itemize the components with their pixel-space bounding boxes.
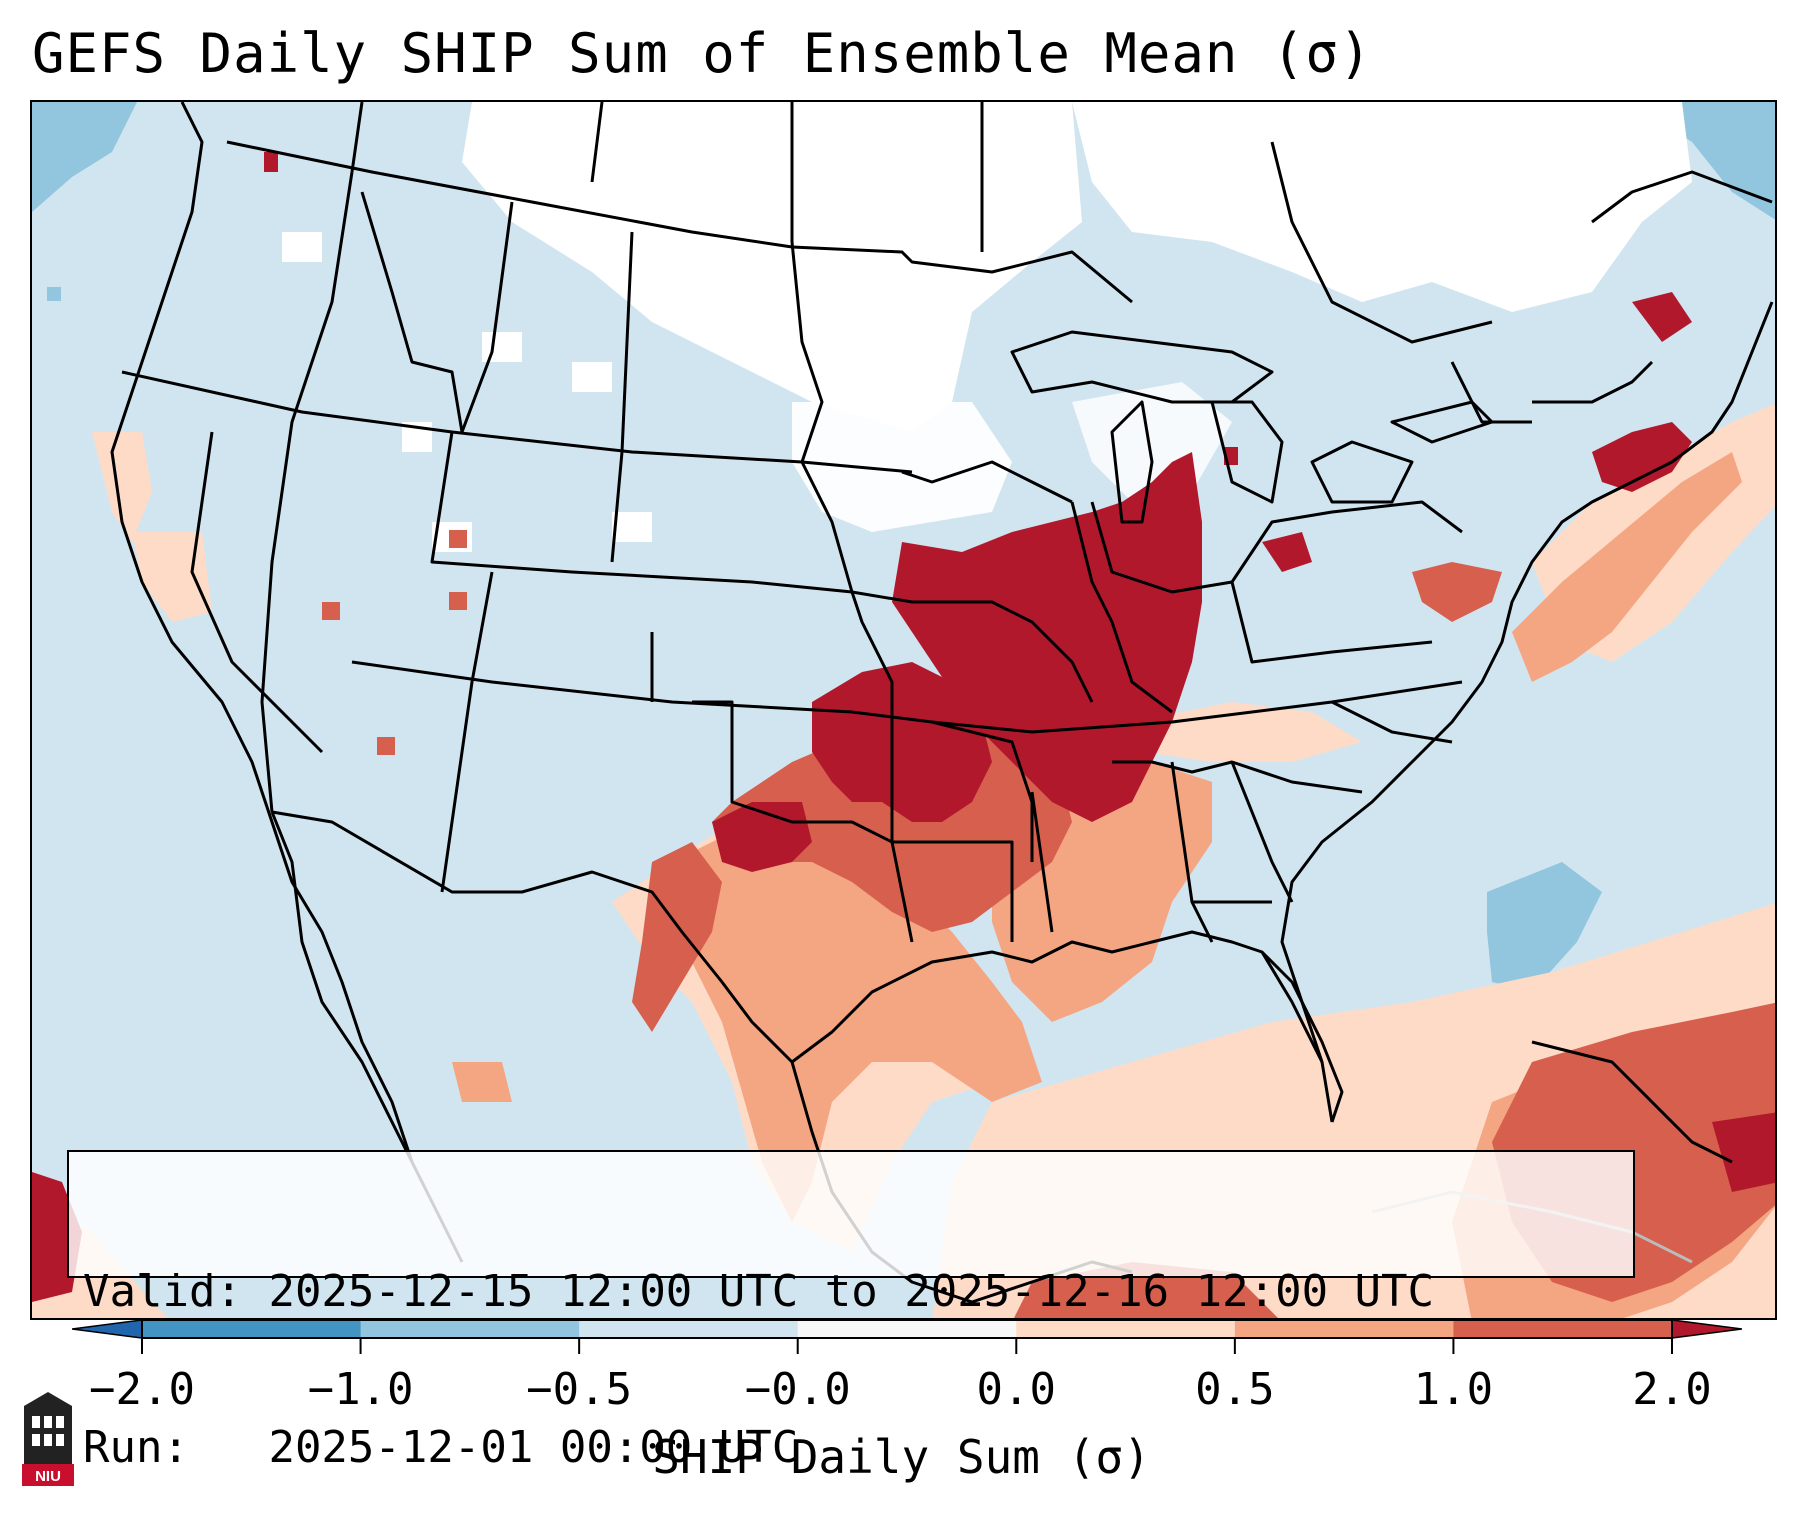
colorbar-label: SHIP Daily Sum (σ) xyxy=(652,1430,1151,1484)
svg-text:NIU: NIU xyxy=(35,1468,61,1485)
valid-line: Valid: 2025-12-15 12:00 UTC to 2025-12-1… xyxy=(83,1266,1633,1318)
valid-label: Valid: xyxy=(83,1266,242,1317)
run-value: 2025-12-01 00:00 UTC xyxy=(268,1422,799,1473)
colorbar-tick-label: 0.0 xyxy=(976,1364,1057,1415)
colorbar-tick-label: 1.0 xyxy=(1413,1364,1494,1415)
colorbar-bin xyxy=(1234,1320,1454,1338)
colorbar-tick-label: 2.0 xyxy=(1632,1364,1712,1415)
map-title: GEFS Daily SHIP Sum of Ensemble Mean (σ) xyxy=(32,22,1373,85)
colorbar-tick-label: 0.5 xyxy=(1195,1364,1275,1415)
ship-map xyxy=(32,102,1775,1318)
run-line: Run: 2025-12-01 00:00 UTC xyxy=(83,1422,1633,1474)
valid-run-box: Valid: 2025-12-15 12:00 UTC to 2025-12-1… xyxy=(67,1150,1635,1473)
colorbar-bin xyxy=(142,1320,362,1338)
colorbar-tick-label: −1.0 xyxy=(307,1364,414,1415)
colorbar-over-extension xyxy=(1671,1319,1742,1339)
colorbar-tick-label: −2.0 xyxy=(89,1364,195,1415)
colorbar-bin xyxy=(797,1320,1017,1338)
map-panel[interactable] xyxy=(30,100,1777,1320)
colorbar xyxy=(72,1319,1742,1354)
boundaries xyxy=(110,102,1774,1304)
colorbar-bin xyxy=(360,1320,580,1338)
run-label: Run: xyxy=(83,1422,189,1473)
colorbar-tick-label: −0.5 xyxy=(526,1364,633,1415)
valid-value: 2025-12-15 12:00 UTC to 2025-12-16 12:00… xyxy=(268,1266,1435,1317)
colorbar-bin xyxy=(1016,1320,1236,1338)
colorbar-tick-label: −0.0 xyxy=(744,1364,851,1415)
colorbar-bin xyxy=(579,1320,799,1338)
colorbar-under-extension xyxy=(72,1319,143,1339)
niu-logo: NIU xyxy=(22,1392,74,1486)
colorbar-frame xyxy=(141,1319,1673,1339)
colorbar-bin xyxy=(1453,1320,1673,1338)
